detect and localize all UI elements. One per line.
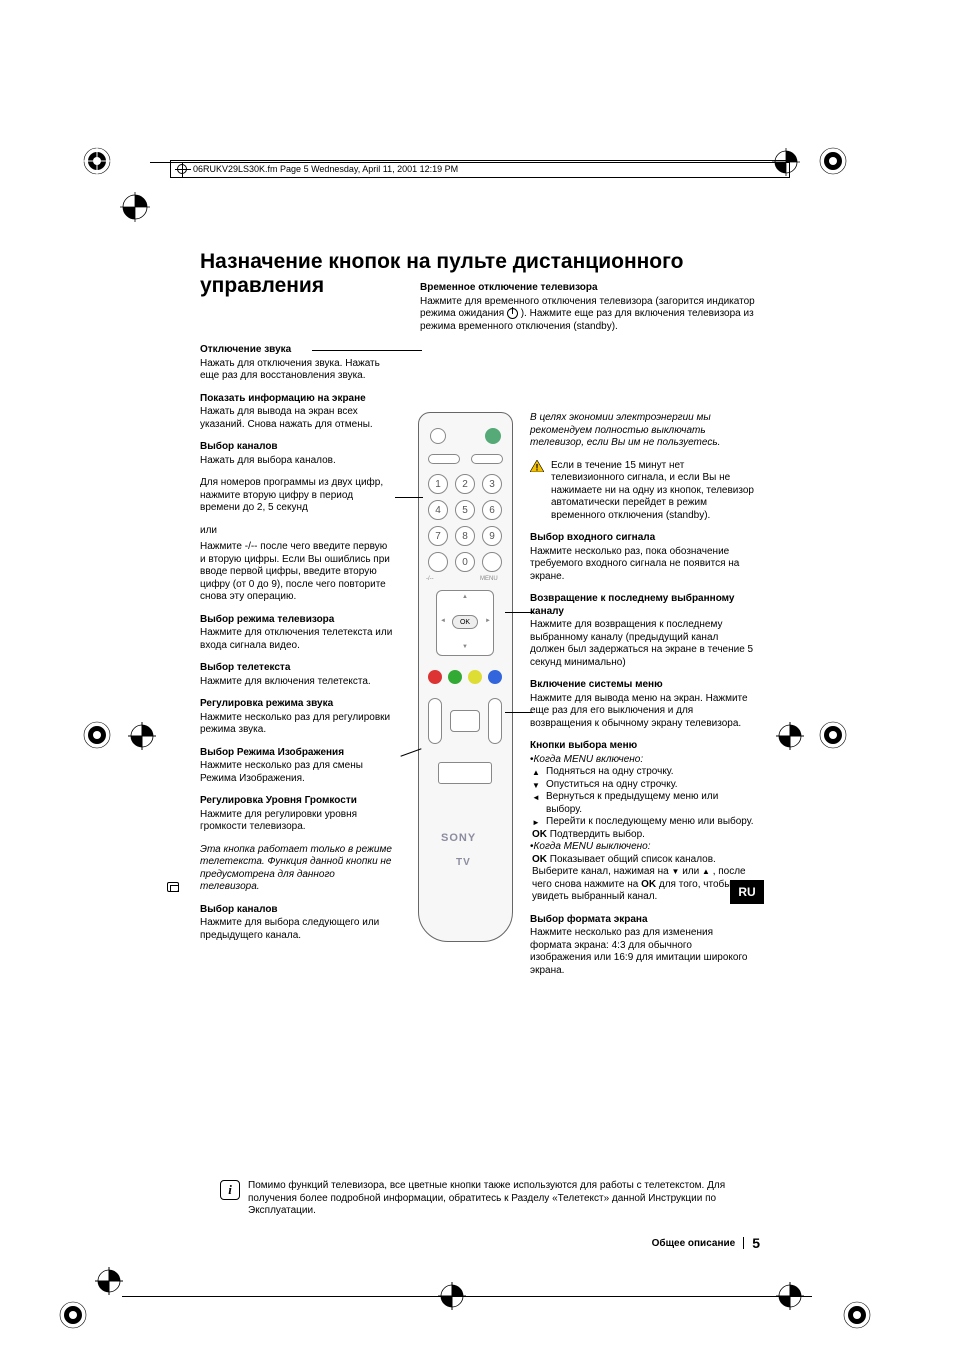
page-footer: Общее описание 5 [200,1235,760,1251]
eco-note: В целях экономии электроэнергии мы реком… [530,412,755,450]
header-reg-icon [177,164,187,174]
auto-standby-warning: ! Если в течение 15 минут нет телевизион… [530,460,755,523]
or-label: или [200,525,395,538]
remote-prog-rocker [488,698,502,744]
menu-items-list: Подняться на одну строчку. Опуститься на… [530,766,755,829]
right-column: В целях экономии электроэнергии мы реком… [530,412,755,987]
section-teletext: Выбор телетекста Нажмите для включения т… [200,662,395,688]
section-last-channel: Возвращение к последнему выбранному кана… [530,593,755,669]
section-sound-mode: Регулировка режима звука Нажмите несколь… [200,698,395,737]
remote-logo: SONY [441,832,476,844]
arrow-down-icon [671,866,679,877]
source-file-header: 06RUKV29LS30K.fm Page 5 Wednesday, April… [170,160,790,178]
regmark-br [842,1300,872,1330]
standby-body: Нажмите для временного отключения телеви… [420,296,760,334]
teletext-hold-icon [167,882,179,892]
section-channel-updown: Выбор каналов Нажмите для выбора следующ… [200,904,395,943]
section-picture-mode: Выбор Режима Изображения Нажмите несколь… [200,747,395,786]
section-teletext-only-note: Эта кнопка работает только в режиме теле… [200,844,395,894]
info-note-row: i Помимо функций телевизора, все цветные… [220,1180,750,1218]
remote-sublogo: TV [456,857,471,868]
section-dash-entry: Нажмите -/-- после чего введите первую и… [200,541,395,604]
regmark-tl [82,146,112,176]
section-volume: Регулировка Уровня Громкости Нажмите для… [200,795,395,834]
remote-illustration: 1 2 3 4 5 6 7 8 9 0 -/-- MENU OK ▲ ▼ ◄ ► [418,412,513,942]
nav-down-glyph: ▼ [462,644,468,650]
remote-lower-block [438,762,492,784]
section-channel-select: Выбор каналов Нажать для выбора каналов. [200,441,395,467]
nav-right-glyph: ► [485,618,491,624]
standby-title: Временное отключение телевизора [420,282,760,295]
page-content: Назначение кнопок на пульте дистанционно… [200,250,760,312]
remote-pill-right [471,454,503,464]
power-icon [507,308,518,319]
leader-line [395,497,423,498]
crossmark-bl [95,1267,123,1295]
leader-line [505,612,533,613]
remote-vol-rocker [428,698,442,744]
regmark-tl2 [120,192,150,222]
section-menu-system: Включение системы меню Нажмите для вывод… [530,679,755,730]
section-screen-format: Выбор формата экрана Нажмите несколько р… [530,914,755,978]
footer-separator [743,1237,744,1249]
footer-page-number: 5 [752,1235,760,1251]
info-note-text: Помимо функций телевизора, все цветные к… [248,1180,750,1218]
section-menu-buttons: Кнопки выбора меню •Когда MENU включено:… [530,740,755,904]
warning-icon: ! [530,460,544,472]
arrow-right-icon [532,817,540,830]
remote-center-block [450,710,480,732]
section-tv-mode: Выбор режима телевизора Нажмите для откл… [200,614,395,653]
section-show-info: Показать информацию на экране Нажать для… [200,393,395,432]
header-filename: 06RUKV29LS30K.fm Page 5 Wednesday, April… [193,164,458,174]
svg-text:!: ! [536,462,539,472]
footer-section: Общее описание [652,1238,736,1249]
remote-ok-button: OK [452,615,478,629]
regmark-tr [818,146,848,176]
remote-pill-left [428,454,460,464]
section-standby: Временное отключение телевизора Нажмите … [420,282,760,333]
crossmark-ml [128,722,156,750]
leader-line [505,712,533,713]
remote-label-menu: MENU [480,576,498,582]
arrow-up-icon [702,866,710,877]
regmark-ml [82,720,112,750]
info-icon: i [220,1180,240,1200]
arrow-left-icon [532,792,540,805]
remote-label-left: -/-- [426,576,434,582]
regmark-bl [58,1300,88,1330]
nav-left-glyph: ◄ [440,618,446,624]
left-column: Отключение звука Нажать для отключения з… [200,344,395,952]
crop-line-bottom [122,1296,812,1297]
regmark-mr [818,720,848,750]
nav-up-glyph: ▲ [462,594,468,600]
section-two-digit: Для номеров программы из двух цифр, нажм… [200,477,395,515]
crossmark-mr [776,722,804,750]
section-input-select: Выбор входного сигнала Нажмите несколько… [530,532,755,583]
leader-line [312,350,422,351]
